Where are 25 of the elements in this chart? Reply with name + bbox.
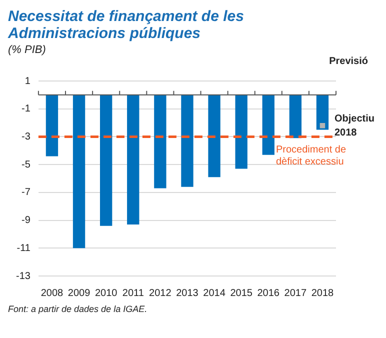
ref-line-label: Procediment de dèficit excessiu: [276, 144, 346, 168]
y-tick-label: -7: [22, 187, 31, 198]
y-tick-label: -5: [22, 159, 31, 170]
x-tick-label: 2018: [311, 288, 334, 299]
y-tick-label: 1: [24, 76, 31, 87]
y-tick-label: -3: [22, 131, 31, 142]
x-tick-label: 2014: [203, 288, 226, 299]
x-tick-label: 2010: [94, 288, 118, 299]
x-tick-label: 2008: [40, 288, 64, 299]
x-tick-label: 2013: [176, 288, 199, 299]
y-tick-label: -11: [16, 242, 31, 254]
y-tick-label: -13: [16, 270, 31, 282]
annotation: Objectiu 2018: [334, 113, 374, 138]
chart-title: Necessitat de finançament de les Administracions públiques: [8, 8, 245, 42]
x-tick-label: 2012: [149, 288, 172, 299]
x-tick-label: 2015: [230, 288, 253, 299]
x-tick-label: 2011: [122, 288, 144, 299]
x-tick-label: 2016: [257, 288, 280, 299]
chart-subtitle: (% PIB): [8, 44, 47, 56]
text: Previsió: [328, 56, 369, 67]
y-tick-label: -9: [22, 215, 31, 226]
x-tick-label: 2009: [68, 288, 91, 299]
y-tick-label: -1: [22, 104, 31, 115]
x-tick-label: 2017: [284, 288, 307, 299]
text: Font: a partir de dades de la IGAE.: [8, 304, 148, 314]
